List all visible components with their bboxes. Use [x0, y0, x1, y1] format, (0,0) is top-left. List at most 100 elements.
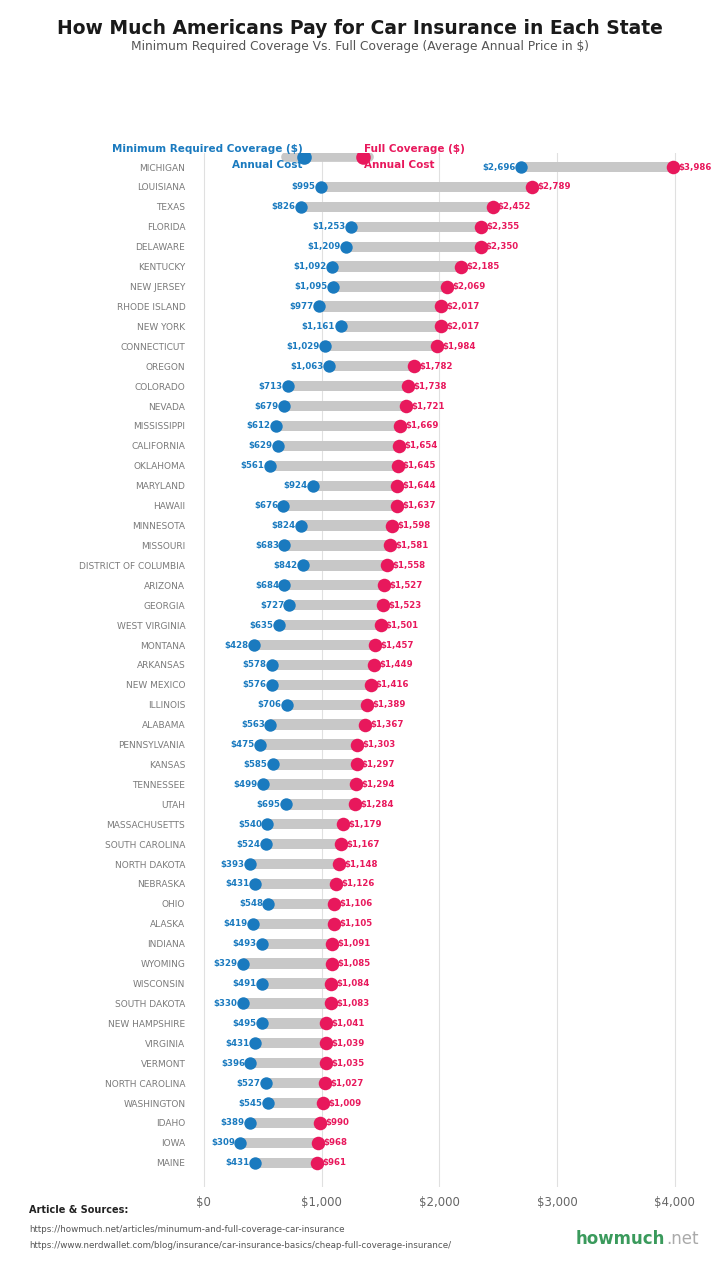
Point — [330, 874, 342, 894]
Point — [315, 177, 327, 198]
Text: $1,167: $1,167 — [346, 840, 380, 849]
Point — [401, 396, 413, 416]
Text: $524: $524 — [236, 840, 260, 849]
Point — [320, 1053, 331, 1073]
Point — [351, 735, 363, 755]
Text: $1,457: $1,457 — [381, 641, 414, 649]
Bar — [325, 341, 438, 351]
Text: $491: $491 — [233, 979, 256, 988]
Bar — [270, 720, 365, 730]
Text: $684: $684 — [255, 581, 279, 590]
Bar — [273, 759, 356, 769]
Bar — [261, 979, 331, 989]
Text: $419: $419 — [224, 919, 248, 929]
Text: $1,035: $1,035 — [331, 1059, 364, 1068]
Point — [279, 535, 290, 555]
Point — [244, 1113, 256, 1133]
Bar — [333, 282, 447, 292]
Text: $961: $961 — [323, 1159, 346, 1168]
Point — [270, 416, 282, 436]
Text: $561: $561 — [240, 462, 264, 471]
Text: $431: $431 — [225, 879, 249, 888]
Point — [436, 296, 447, 316]
Point — [384, 535, 396, 555]
Point — [280, 794, 292, 814]
Text: $990: $990 — [325, 1119, 350, 1128]
Point — [359, 715, 371, 735]
Text: $1,527: $1,527 — [389, 581, 423, 590]
Point — [369, 655, 380, 675]
Point — [260, 835, 271, 855]
Text: $1,303: $1,303 — [363, 740, 396, 749]
Point — [313, 296, 325, 316]
Point — [257, 775, 269, 795]
Text: $1,738: $1,738 — [414, 382, 447, 390]
Text: $548: $548 — [239, 900, 263, 909]
Text: $1,721: $1,721 — [412, 402, 445, 411]
Point — [249, 1034, 261, 1054]
Point — [264, 715, 276, 735]
Text: $1,644: $1,644 — [402, 481, 436, 490]
Bar — [251, 1058, 325, 1068]
Text: $1,782: $1,782 — [419, 361, 452, 371]
Point — [235, 1133, 246, 1154]
Text: $1,091: $1,091 — [338, 939, 371, 948]
Point — [365, 675, 377, 695]
Text: $1,654: $1,654 — [404, 441, 437, 450]
Point — [386, 516, 397, 536]
Point — [278, 396, 289, 416]
Point — [327, 277, 338, 297]
Text: $1,105: $1,105 — [339, 919, 372, 929]
Point — [402, 376, 414, 397]
Bar — [303, 560, 387, 570]
Point — [408, 356, 420, 376]
Point — [297, 555, 309, 575]
Text: $1,063: $1,063 — [290, 361, 324, 371]
Text: $727: $727 — [260, 601, 284, 610]
Point — [266, 655, 278, 675]
Bar — [284, 401, 407, 411]
Bar — [284, 500, 397, 510]
Point — [312, 1133, 323, 1154]
Point — [333, 854, 345, 874]
Bar — [284, 581, 384, 591]
Text: $1,106: $1,106 — [339, 900, 373, 909]
Text: $968: $968 — [323, 1138, 347, 1147]
Bar — [271, 680, 371, 690]
Point — [263, 893, 274, 914]
Point — [273, 615, 284, 635]
Text: $713: $713 — [258, 382, 282, 390]
Point — [245, 1053, 256, 1073]
Text: $683: $683 — [255, 541, 279, 550]
Text: $2,185: $2,185 — [467, 262, 500, 271]
Text: $576: $576 — [243, 680, 266, 689]
Point — [441, 277, 453, 297]
Text: $1,083: $1,083 — [337, 999, 370, 1008]
Point — [261, 814, 273, 835]
Text: Annual Cost: Annual Cost — [364, 160, 434, 170]
Text: $329: $329 — [213, 960, 238, 968]
Point — [382, 555, 393, 575]
Bar — [266, 840, 341, 850]
Text: $679: $679 — [254, 402, 279, 411]
Text: $389: $389 — [220, 1119, 244, 1128]
Bar — [270, 461, 397, 471]
Text: How Much Americans Pay for Car Insurance in Each State: How Much Americans Pay for Car Insurance… — [57, 19, 663, 38]
Text: $1,092: $1,092 — [294, 262, 327, 271]
Text: $2,017: $2,017 — [446, 302, 480, 311]
Point — [256, 974, 267, 994]
Point — [346, 217, 357, 237]
Text: $1,389: $1,389 — [373, 701, 406, 709]
Text: $1,009: $1,009 — [328, 1099, 361, 1108]
Point — [369, 634, 381, 655]
Point — [320, 1034, 332, 1054]
Bar — [255, 1157, 317, 1168]
Text: $1,669: $1,669 — [405, 421, 439, 430]
Text: $924: $924 — [283, 481, 307, 490]
Text: $695: $695 — [256, 800, 280, 809]
Point — [278, 495, 289, 516]
Text: $1,284: $1,284 — [360, 800, 394, 809]
Text: Minimum Required Coverage ($): Minimum Required Coverage ($) — [112, 144, 302, 154]
Text: $2,350: $2,350 — [486, 242, 519, 251]
Bar — [243, 958, 332, 968]
